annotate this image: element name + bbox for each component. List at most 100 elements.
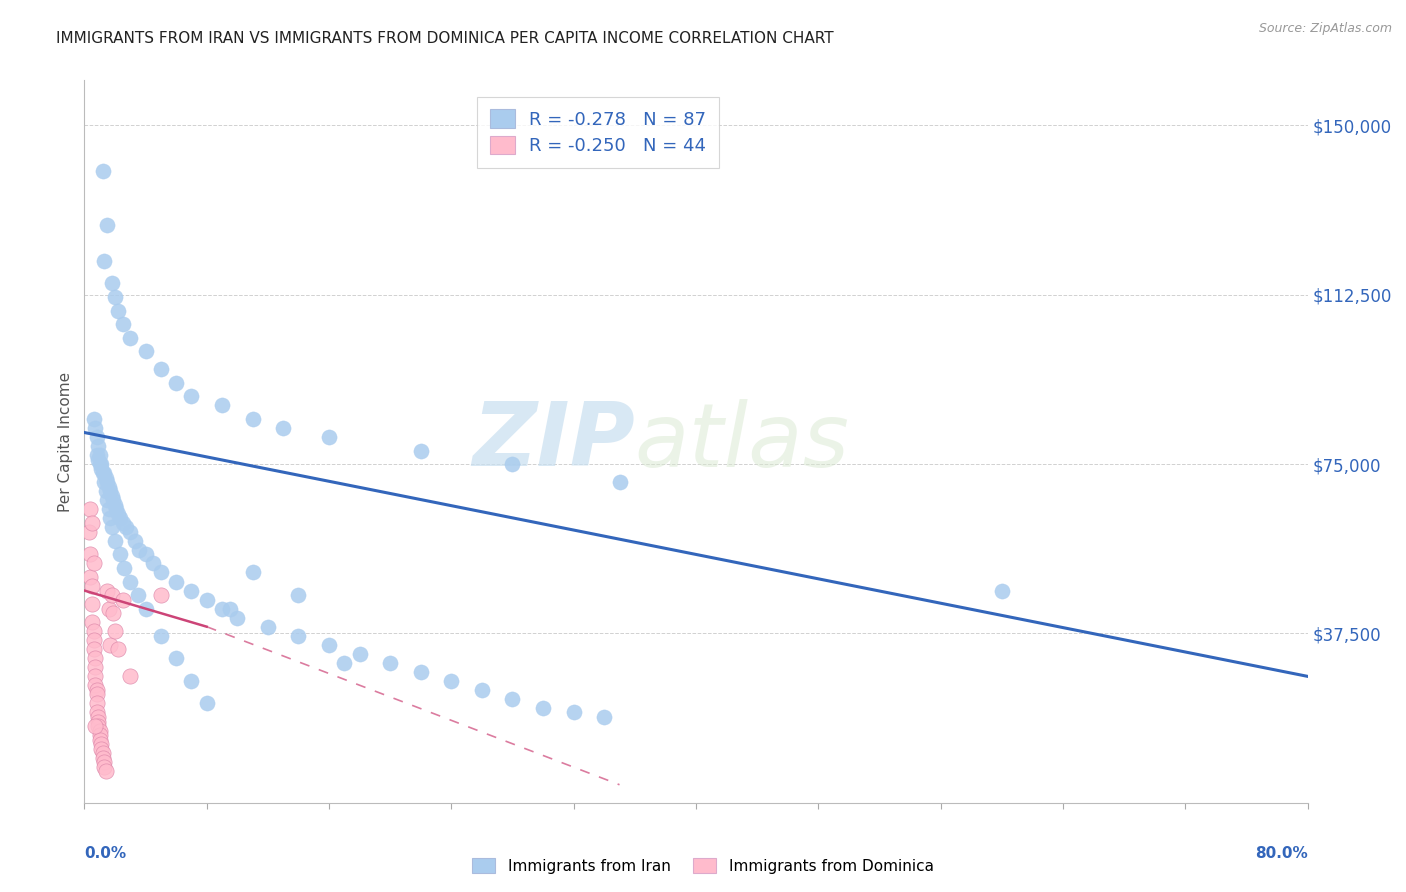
- Point: [97, 502, 120, 516]
- Point: [471, 682, 494, 697]
- Point: [89, 723, 111, 738]
- Point: [96, 475, 118, 490]
- Point: [120, 669, 142, 683]
- Point: [96, 583, 118, 598]
- Point: [84, 669, 107, 683]
- Point: [165, 376, 187, 390]
- Point: [101, 489, 124, 503]
- Point: [409, 665, 432, 679]
- Point: [94, 470, 117, 484]
- Point: [142, 557, 165, 571]
- Point: [84, 719, 107, 733]
- Point: [242, 566, 264, 580]
- Point: [165, 651, 187, 665]
- Point: [991, 583, 1014, 598]
- Point: [84, 421, 107, 435]
- Point: [502, 457, 524, 471]
- Point: [84, 660, 107, 674]
- Point: [103, 606, 125, 620]
- Point: [287, 588, 309, 602]
- Point: [111, 317, 134, 331]
- Point: [112, 561, 135, 575]
- Point: [77, 524, 100, 539]
- Point: [149, 566, 172, 580]
- Point: [120, 574, 142, 589]
- Point: [91, 466, 114, 480]
- Point: [98, 511, 121, 525]
- Point: [107, 507, 129, 521]
- Point: [86, 697, 108, 711]
- Point: [120, 524, 142, 539]
- Text: Source: ZipAtlas.com: Source: ZipAtlas.com: [1258, 22, 1392, 36]
- Point: [90, 737, 112, 751]
- Point: [562, 706, 585, 720]
- Point: [83, 624, 105, 639]
- Text: ZIP: ZIP: [472, 398, 636, 485]
- Point: [108, 548, 131, 562]
- Point: [93, 475, 115, 490]
- Point: [86, 706, 108, 720]
- Point: [101, 520, 124, 534]
- Point: [318, 430, 340, 444]
- Point: [86, 682, 108, 697]
- Point: [96, 493, 118, 508]
- Point: [80, 516, 103, 530]
- Point: [86, 448, 108, 462]
- Point: [93, 253, 115, 268]
- Text: atlas: atlas: [636, 399, 849, 484]
- Point: [104, 290, 127, 304]
- Point: [108, 511, 131, 525]
- Point: [103, 493, 125, 508]
- Point: [120, 331, 142, 345]
- Point: [165, 574, 187, 589]
- Point: [83, 642, 105, 657]
- Point: [91, 746, 114, 760]
- Point: [80, 597, 103, 611]
- Point: [97, 480, 120, 494]
- Point: [93, 760, 115, 774]
- Point: [104, 498, 127, 512]
- Point: [257, 620, 280, 634]
- Legend: R = -0.278   N = 87, R = -0.250   N = 44: R = -0.278 N = 87, R = -0.250 N = 44: [477, 96, 718, 168]
- Point: [111, 516, 134, 530]
- Point: [94, 484, 117, 499]
- Point: [104, 624, 127, 639]
- Point: [87, 710, 110, 724]
- Point: [83, 633, 105, 648]
- Point: [89, 448, 111, 462]
- Point: [89, 732, 111, 747]
- Point: [409, 443, 432, 458]
- Point: [149, 588, 172, 602]
- Point: [79, 548, 101, 562]
- Text: 0.0%: 0.0%: [84, 847, 127, 861]
- Point: [380, 656, 402, 670]
- Point: [135, 601, 157, 615]
- Point: [149, 629, 172, 643]
- Point: [89, 728, 111, 742]
- Point: [96, 218, 118, 232]
- Point: [90, 457, 112, 471]
- Point: [93, 466, 115, 480]
- Point: [87, 719, 110, 733]
- Point: [333, 656, 356, 670]
- Text: 80.0%: 80.0%: [1254, 847, 1308, 861]
- Point: [105, 502, 128, 516]
- Point: [97, 601, 120, 615]
- Point: [349, 647, 371, 661]
- Point: [98, 638, 121, 652]
- Point: [87, 714, 110, 729]
- Point: [111, 592, 134, 607]
- Point: [271, 421, 294, 435]
- Point: [180, 673, 202, 688]
- Point: [124, 533, 146, 548]
- Point: [195, 592, 218, 607]
- Point: [80, 579, 103, 593]
- Point: [440, 673, 463, 688]
- Point: [91, 750, 114, 764]
- Point: [180, 583, 202, 598]
- Point: [90, 461, 112, 475]
- Point: [104, 533, 127, 548]
- Text: IMMIGRANTS FROM IRAN VS IMMIGRANTS FROM DOMINICA PER CAPITA INCOME CORRELATION C: IMMIGRANTS FROM IRAN VS IMMIGRANTS FROM …: [56, 31, 834, 46]
- Point: [86, 687, 108, 701]
- Point: [128, 542, 150, 557]
